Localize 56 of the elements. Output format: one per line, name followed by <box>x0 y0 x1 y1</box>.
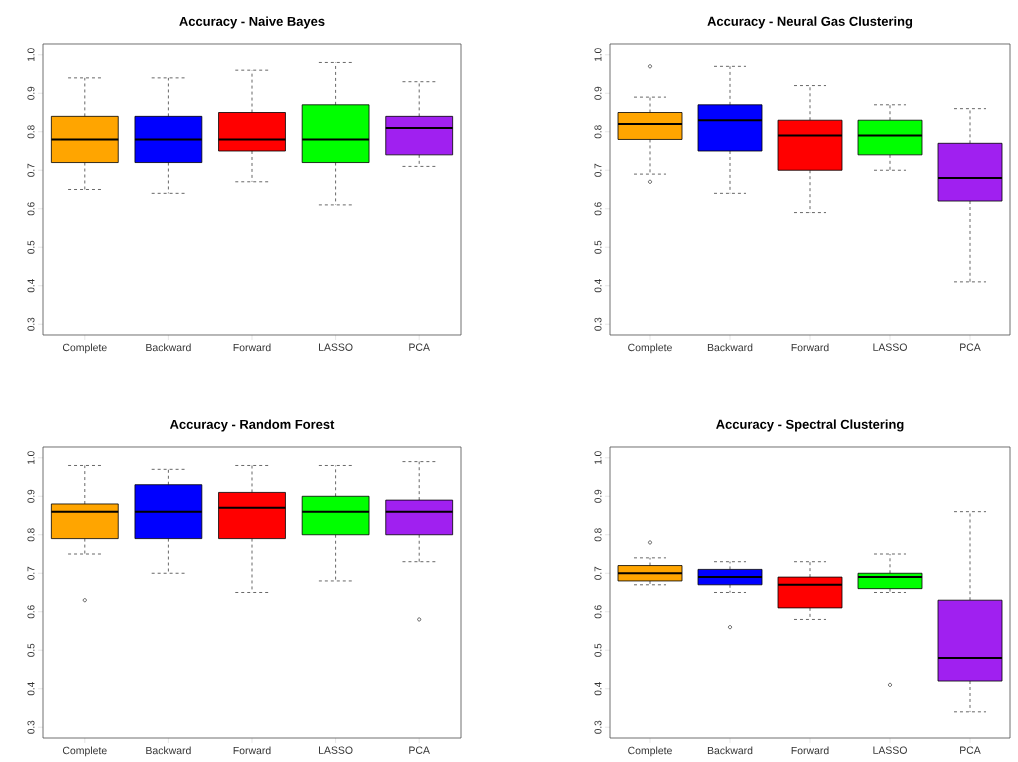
y-tick-label: 0.9 <box>27 86 35 100</box>
y-tick-label: 0.7 <box>594 566 602 580</box>
y-tick-label: 0.7 <box>27 163 35 177</box>
y-tick-label: 1.0 <box>27 48 35 61</box>
y-tick-label: 1.0 <box>594 48 602 61</box>
chart-title: Accuracy - Naive Bayes <box>179 16 325 29</box>
x-tick-label: Forward <box>233 746 271 755</box>
y-tick-label: 0.6 <box>27 202 35 216</box>
x-tick-label: Complete <box>62 746 107 757</box>
y-tick-label: 0.8 <box>27 528 35 542</box>
y-tick-label: 0.5 <box>27 643 35 657</box>
x-tick-label: Forward <box>791 746 829 755</box>
y-tick-label: 0.8 <box>594 528 602 542</box>
y-tick-label: 0.6 <box>594 605 602 619</box>
x-tick-label: PCA <box>409 343 430 351</box>
x-tick-label: Forward <box>791 343 829 352</box>
y-tick-label: 0.3 <box>27 720 35 734</box>
x-tick-label: Backward <box>146 746 191 755</box>
y-tick-label: 0.5 <box>594 643 602 657</box>
y-tick-label: 0.6 <box>594 202 602 216</box>
y-tick-label: 0.7 <box>27 566 35 580</box>
y-tick-label: 0.5 <box>594 240 602 254</box>
x-tick-label: PCA <box>960 746 981 754</box>
y-tick-label: 0.9 <box>27 489 35 503</box>
y-tick-label: 0.8 <box>594 125 602 139</box>
y-tick-label: 0.3 <box>594 720 602 734</box>
y-tick-label: 1.0 <box>594 451 602 464</box>
x-tick-label: Complete <box>62 343 107 354</box>
x-tick-label: LASSO <box>319 746 353 754</box>
y-tick-label: 0.3 <box>594 317 602 331</box>
x-tick-label: Complete <box>628 343 672 354</box>
y-tick-label: 0.9 <box>594 489 602 503</box>
chart-title: Accuracy - Random Forest <box>169 419 335 432</box>
y-tick-label: 0.4 <box>27 279 35 293</box>
x-tick-label: LASSO <box>873 343 907 351</box>
x-tick-label: Backward <box>707 746 753 755</box>
x-tick-label: LASSO <box>873 746 907 754</box>
x-tick-label: Backward <box>146 343 191 352</box>
y-tick-label: 0.7 <box>594 163 602 177</box>
x-tick-label: Forward <box>233 343 271 352</box>
x-tick-label: PCA <box>960 343 981 351</box>
y-tick-label: 0.5 <box>27 240 35 254</box>
y-tick-label: 0.3 <box>27 317 35 331</box>
y-tick-label: 0.4 <box>594 279 602 293</box>
y-tick-label: 0.4 <box>594 682 602 696</box>
x-tick-label: PCA <box>409 746 430 754</box>
y-tick-label: 0.9 <box>594 86 602 100</box>
x-tick-label: LASSO <box>319 343 353 351</box>
y-tick-label: 1.0 <box>27 451 35 464</box>
chart-title: Accuracy - Neural Gas Clustering <box>707 16 913 29</box>
y-tick-label: 0.8 <box>27 125 35 139</box>
y-tick-label: 0.6 <box>27 605 35 619</box>
x-tick-label: Backward <box>707 343 753 352</box>
y-tick-label: 0.4 <box>27 682 35 696</box>
x-tick-label: Complete <box>628 746 672 757</box>
chart-title: Accuracy - Spectral Clustering <box>716 419 904 432</box>
